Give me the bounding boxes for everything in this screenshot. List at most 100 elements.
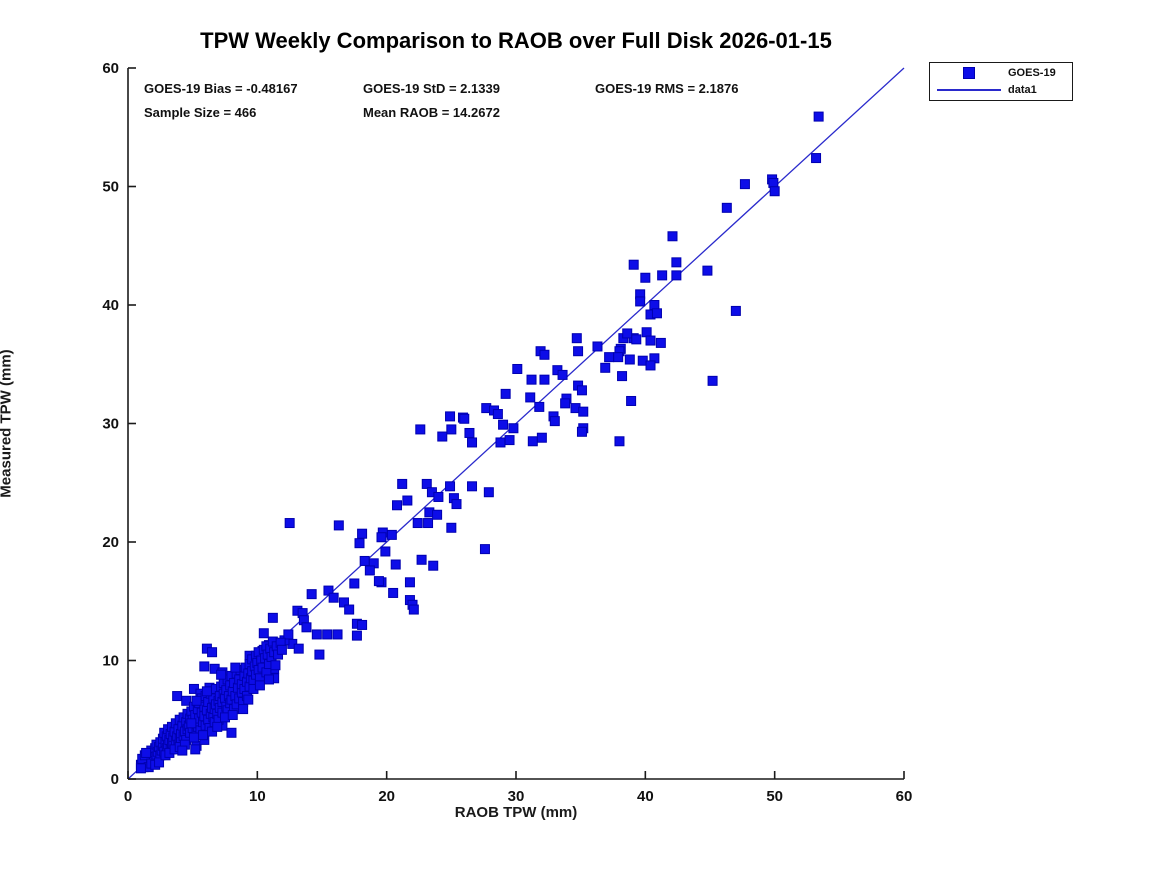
scatter-point [526, 374, 537, 385]
scatter-point [445, 481, 456, 492]
scatter-point [641, 327, 652, 338]
chart-title: TPW Weekly Comparison to RAOB over Full … [200, 28, 832, 53]
scatter-point [671, 257, 682, 268]
y-tick-label: 0 [111, 771, 119, 788]
scatter-point [504, 435, 515, 446]
legend-marker-swatch-area [930, 67, 1008, 79]
scatter-point [655, 337, 666, 348]
scatter-point [284, 518, 295, 529]
scatter-point [373, 576, 384, 587]
scatter-point [622, 328, 633, 339]
x-tick-label: 40 [637, 788, 654, 805]
scatter-point [498, 419, 509, 430]
stat-rms: GOES-19 RMS = 2.1876 [595, 81, 739, 96]
scatter-point [467, 481, 478, 492]
scatter-point [322, 629, 333, 640]
scatter-point [645, 335, 656, 346]
scatter-point [428, 560, 439, 571]
scatter-point [226, 727, 237, 738]
scatter-point [397, 478, 408, 489]
legend-line-swatch-area [930, 89, 1008, 91]
scatter-point [813, 111, 824, 122]
scatter-point [141, 747, 152, 758]
scatter-point [207, 647, 218, 658]
scatter-point [421, 478, 432, 489]
scatter-point [349, 578, 360, 589]
x-tick-label: 0 [124, 788, 132, 805]
legend: GOES-19 data1 [929, 62, 1073, 101]
scatter-point [769, 186, 780, 197]
scatter-point [576, 385, 587, 396]
scatter-point [404, 577, 415, 588]
scatter-point [254, 680, 265, 691]
scatter-point [181, 695, 192, 706]
scatter-point [451, 499, 462, 510]
scatter-point [549, 416, 560, 427]
scatter-point [390, 559, 401, 570]
scatter-point [338, 597, 349, 608]
x-axis-label: RAOB TPW (mm) [454, 804, 578, 821]
y-tick-label: 60 [102, 60, 119, 77]
scatter-point [483, 487, 494, 498]
scatter-point [707, 375, 718, 386]
y-tick-label: 10 [102, 653, 119, 670]
scatter-point [402, 495, 413, 506]
scatter-point [479, 544, 490, 555]
legend-label-data1: data1 [1008, 84, 1037, 96]
scatter-point [415, 424, 426, 435]
x-tick-label: 20 [378, 788, 395, 805]
scatter-point [333, 520, 344, 531]
scatter-point [243, 694, 254, 705]
scatter-point [604, 352, 615, 363]
scatter-point [492, 409, 503, 420]
stat-std: GOES-19 StD = 2.1339 [363, 81, 500, 96]
scatter-point [459, 413, 470, 424]
stat-bias: GOES-19 Bias = -0.48167 [144, 81, 298, 96]
scatter-point [386, 529, 397, 540]
x-tick-label: 30 [508, 788, 525, 805]
scatter-point [495, 437, 506, 448]
legend-item-goes19: GOES-19 [930, 66, 1072, 80]
scatter-point [600, 362, 611, 373]
scatter-point [508, 423, 519, 434]
scatter-point [344, 604, 355, 615]
scatter-point [154, 757, 165, 768]
scatter-point [534, 401, 545, 412]
scatter-point [359, 555, 370, 566]
legend-item-data1: data1 [930, 83, 1072, 97]
scatter-point [186, 718, 197, 729]
scatter-point [617, 371, 628, 382]
scatter-point [216, 669, 227, 680]
scatter-point [635, 296, 646, 307]
y-axis-label: Measured TPW (mm) [0, 349, 15, 498]
scatter-point [576, 426, 587, 437]
x-tick-label: 60 [896, 788, 913, 805]
scatter-point [578, 406, 589, 417]
scatter-point [512, 363, 523, 374]
scatter-point [768, 177, 779, 188]
scatter-point [645, 360, 656, 371]
scatter-point [592, 341, 603, 352]
scatter-point [392, 500, 403, 511]
scatter-point [423, 518, 434, 529]
scatter-point [702, 265, 713, 276]
scatter-point [671, 270, 682, 281]
scatter-point [263, 674, 274, 685]
scatter-point [739, 179, 750, 190]
scatter-point [199, 661, 210, 672]
scatter-point [212, 721, 223, 732]
scatter-point [201, 686, 212, 697]
scatter-point [191, 695, 202, 706]
scatter-marker-icon [963, 67, 975, 79]
scatter-point [624, 354, 635, 365]
stat-sample-size: Sample Size = 466 [144, 105, 257, 120]
scatter-point [354, 538, 365, 549]
scatter-point [573, 346, 584, 357]
scatter-point [364, 565, 375, 576]
line-sample-icon [937, 89, 1001, 91]
x-tick-label: 10 [249, 788, 266, 805]
x-tick-label: 50 [766, 788, 783, 805]
scatter-point [172, 691, 183, 702]
